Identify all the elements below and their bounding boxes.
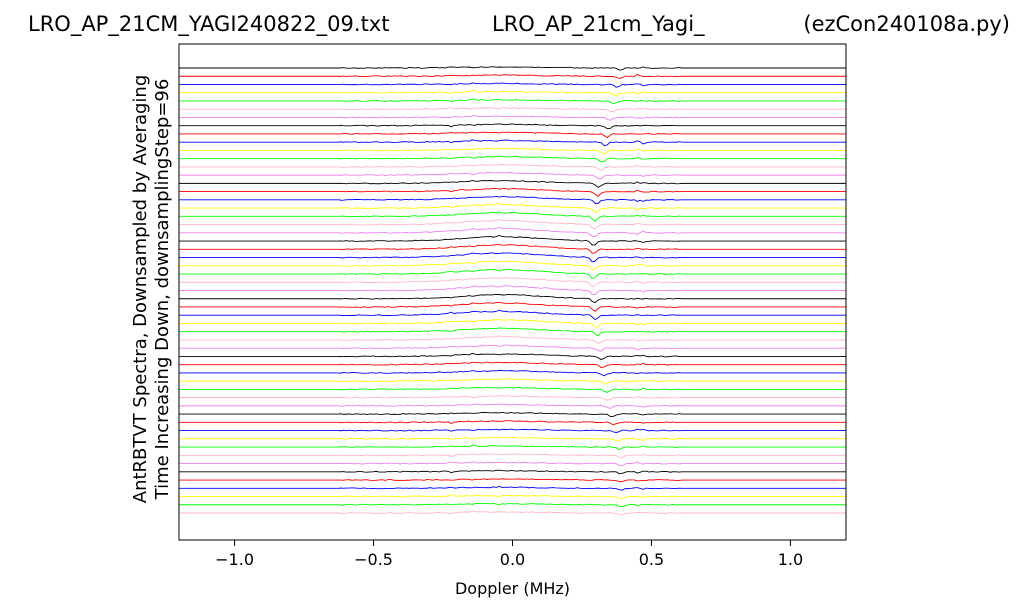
spectrum-trace <box>179 252 846 263</box>
spectrum-trace <box>179 485 846 491</box>
spectrum-trace <box>179 268 846 280</box>
spectrum-trace <box>179 139 846 147</box>
spectrum-trace <box>179 420 846 426</box>
spectrum-trace <box>179 123 846 130</box>
spectrum-trace <box>179 147 846 155</box>
y-axis-label: AntRBTVT Spectra, Downsampled by Averagi… <box>130 75 173 503</box>
y-axis-label-line1: AntRBTVT Spectra, Downsampled by Averagi… <box>130 75 151 503</box>
x-tick-label: 1.0 <box>778 550 803 569</box>
spectrum-trace <box>179 461 846 467</box>
spectrum-trace <box>179 478 846 483</box>
spectrum-trace <box>179 155 846 163</box>
spectrum-trace <box>179 436 846 442</box>
spectrum-trace <box>179 352 846 361</box>
spectrum-trace <box>179 218 846 230</box>
spectrum-trace <box>179 369 846 377</box>
x-tick-label: 0.0 <box>500 550 525 569</box>
spectrum-trace <box>179 335 846 345</box>
spectrum-trace <box>179 179 846 188</box>
spectrum-trace <box>179 90 846 97</box>
spectrum-trace <box>179 66 846 71</box>
spectrum-trace <box>179 234 846 246</box>
spectrum-trace <box>179 163 846 172</box>
spectrum-trace <box>179 211 846 222</box>
spectrum-trace <box>179 73 846 79</box>
spectrum-trace <box>179 309 846 321</box>
spectrum-trace <box>179 378 846 385</box>
x-axis-ticks: −1.0 −0.5 0.0 0.5 1.0 <box>215 540 803 569</box>
spectrum-trace <box>179 411 846 417</box>
spectrum-trace <box>179 494 846 499</box>
spectrum-trace <box>179 285 846 296</box>
spectrum-trace <box>179 469 846 475</box>
spectrum-trace <box>179 195 846 204</box>
x-tick-label: −0.5 <box>354 550 393 569</box>
spectrum-trace <box>179 403 846 410</box>
spectrum-trace <box>179 344 846 352</box>
x-axis-label: Doppler (MHz) <box>455 579 570 598</box>
spectrum-trace <box>179 453 846 459</box>
spectrum-trace <box>179 260 846 271</box>
spectra-traces <box>179 66 846 516</box>
spectrum-trace <box>179 510 846 516</box>
spectrum-trace <box>179 386 846 393</box>
plot-frame <box>178 43 847 541</box>
spectrum-trace <box>179 502 846 508</box>
header-script: (ezCon240108a.py) <box>803 12 1010 36</box>
spectrum-trace <box>179 171 846 180</box>
spectrum-trace <box>179 187 846 197</box>
spectrum-trace <box>179 131 846 139</box>
spectrum-trace <box>179 114 846 121</box>
spectrum-trace <box>179 227 846 238</box>
spectrum-trace <box>179 395 846 401</box>
spectrum-trace <box>179 277 846 288</box>
spectrum-trace <box>179 98 846 105</box>
x-tick-label: −1.0 <box>215 550 254 569</box>
spectrum-trace <box>179 293 846 304</box>
spectrum-trace <box>179 361 846 369</box>
spectrum-trace <box>179 244 846 254</box>
y-axis-label-line2: Time Increasing Down, downsamplingStep=9… <box>152 79 173 501</box>
spectrum-trace <box>179 82 846 88</box>
spectrum-trace <box>179 302 846 312</box>
x-tick-label: 0.5 <box>639 550 664 569</box>
spectrum-trace <box>179 428 846 433</box>
spectrum-trace <box>179 444 846 451</box>
header-filename: LRO_AP_21CM_YAGI240822_09.txt <box>28 12 389 37</box>
spectrum-trace <box>179 203 846 214</box>
header-title: LRO_AP_21cm_Yagi_ <box>492 12 705 37</box>
spectrum-trace <box>179 318 846 328</box>
spectrum-trace <box>179 107 846 113</box>
spectrum-trace <box>179 327 846 337</box>
